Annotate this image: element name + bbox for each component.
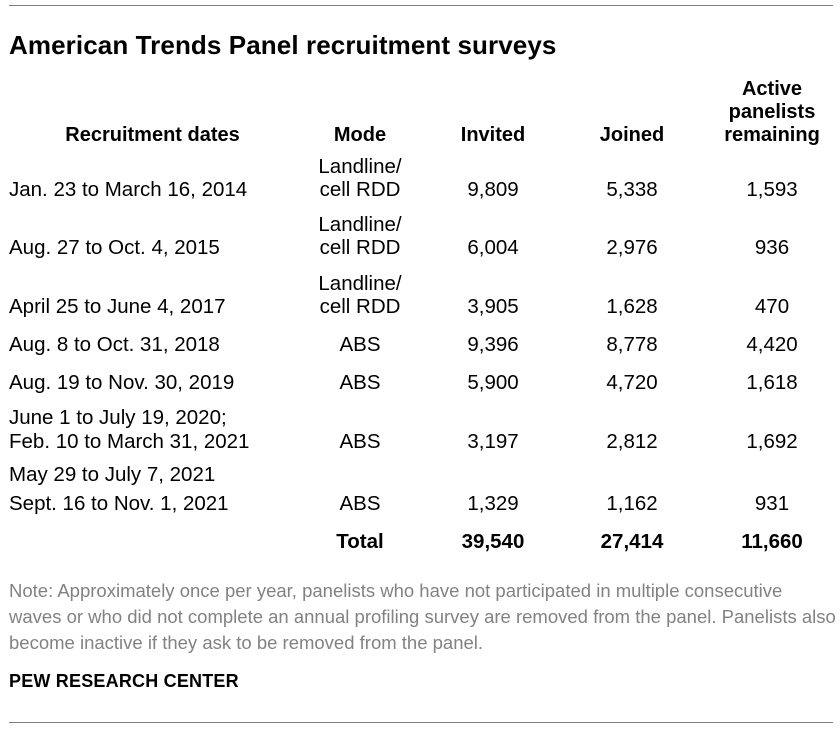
joined-cell: 5,338 xyxy=(606,178,658,201)
total-label: Total xyxy=(336,530,384,553)
invited-cell: 5,900 xyxy=(467,371,519,394)
active-cell: 1,692 xyxy=(746,430,798,453)
header-mode: Mode xyxy=(333,124,387,146)
joined-cell: 2,976 xyxy=(606,236,658,259)
footnote: Note: Approximately once per year, panel… xyxy=(9,580,836,653)
mode-cell: ABS xyxy=(339,492,381,515)
active-cell: 936 xyxy=(754,236,790,259)
header-active-panelists: Active panelists remaining xyxy=(724,78,820,146)
recruitment-dates-cell: Aug. 8 to Oct. 31, 2018 xyxy=(9,333,220,356)
recruitment-dates-cell: April 25 to June 4, 2017 xyxy=(9,295,226,318)
active-cell: 4,420 xyxy=(746,333,798,356)
recruitment-dates-cell: Aug. 27 to Oct. 4, 2015 xyxy=(9,236,220,259)
active-cell: 1,593 xyxy=(746,178,798,201)
source-credit: PEW RESEARCH CENTER xyxy=(9,671,239,691)
joined-cell: 1,162 xyxy=(606,492,658,515)
invited-cell: 1,329 xyxy=(467,492,519,515)
top-rule xyxy=(9,5,833,6)
recruitment-dates-cell: Aug. 19 to Nov. 30, 2019 xyxy=(9,371,235,394)
bottom-rule xyxy=(9,722,833,723)
mode-cell: Landline/ cell RDD xyxy=(318,213,402,259)
joined-cell: 4,720 xyxy=(606,371,658,394)
joined-cell: 8,778 xyxy=(606,333,658,356)
mode-cell: Landline/ cell RDD xyxy=(318,155,402,201)
joined-cell: 1,628 xyxy=(606,295,658,318)
total-joined: 27,414 xyxy=(600,530,664,553)
header-joined: Joined xyxy=(599,124,665,146)
invited-cell: 3,905 xyxy=(467,295,519,318)
mode-cell: Landline/ cell RDD xyxy=(318,272,402,318)
active-cell: 931 xyxy=(754,492,790,515)
joined-cell: 2,812 xyxy=(606,430,658,453)
active-cell: 470 xyxy=(754,295,790,318)
invited-cell: 9,809 xyxy=(467,178,519,201)
mode-cell: ABS xyxy=(339,371,381,394)
total-active: 11,660 xyxy=(741,530,803,553)
mode-cell: ABS xyxy=(339,333,381,356)
recruitment-dates-cell: May 29 to July 7, 2021 Sept. 16 to Nov. … xyxy=(9,463,229,515)
active-cell: 1,618 xyxy=(746,371,798,394)
header-recruitment-dates: Recruitment dates xyxy=(65,124,240,146)
recruitment-dates-cell: June 1 to July 19, 2020; Feb. 10 to Marc… xyxy=(9,406,250,453)
mode-cell: ABS xyxy=(339,430,381,453)
invited-cell: 3,197 xyxy=(467,430,519,453)
recruitment-dates-cell: Jan. 23 to March 16, 2014 xyxy=(9,178,248,201)
header-invited: Invited xyxy=(460,124,526,146)
invited-cell: 9,396 xyxy=(467,333,519,356)
page-title: American Trends Panel recruitment survey… xyxy=(9,30,557,60)
total-invited: 39,540 xyxy=(461,530,525,553)
invited-cell: 6,004 xyxy=(467,236,519,259)
